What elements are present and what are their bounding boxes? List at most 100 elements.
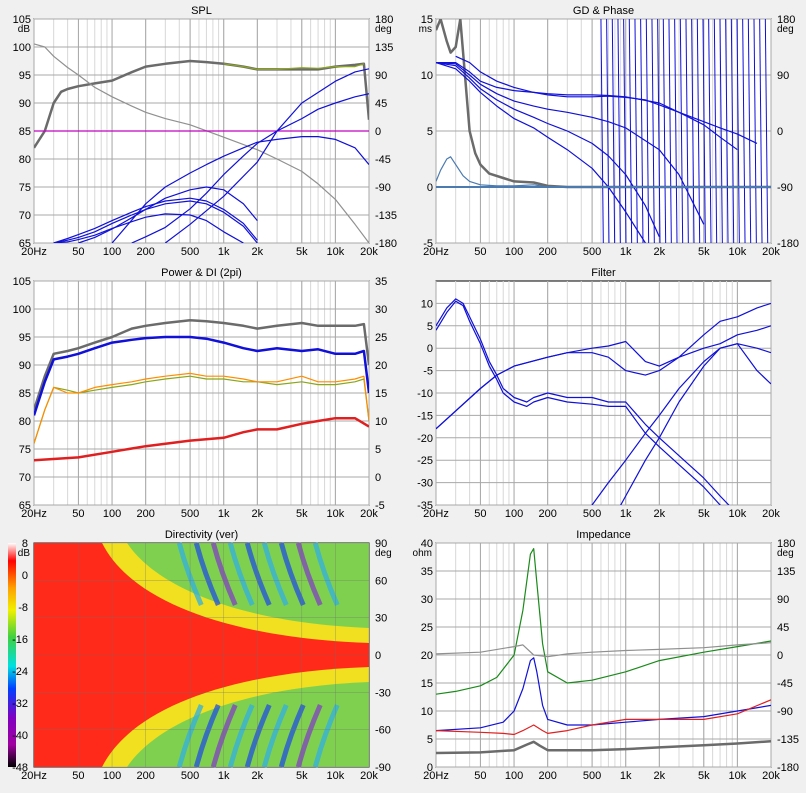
x-tick-label: 100 (505, 770, 523, 782)
y2-tick-label: 135 (777, 566, 795, 578)
series-line-3 (34, 43, 369, 243)
series-line-6 (620, 343, 771, 505)
series-group (436, 19, 771, 243)
phase-wrap-line (753, 19, 757, 243)
x-tick-label: 500 (181, 770, 199, 782)
x-tick-label: 2k (252, 770, 264, 782)
series-line-3 (436, 657, 771, 732)
phase-wrap-line (657, 19, 661, 243)
phase-wrap-line (662, 19, 667, 243)
series-line-1 (436, 547, 771, 695)
y2-tick-label: -5 (375, 500, 385, 512)
y2-tick-label: 30 (375, 304, 387, 316)
y-tick-label: 35 (421, 566, 433, 578)
heatmap-streak (278, 703, 306, 768)
heatmap-streak (261, 703, 289, 768)
y2-tick-label: -60 (375, 725, 391, 737)
heatmap-streak (295, 703, 323, 768)
x-tick-label: 200 (136, 508, 154, 520)
y-tick-label: 70 (19, 210, 31, 222)
y2-unit-label: deg (375, 24, 392, 35)
x-tick-label: 1k (620, 770, 632, 782)
y2-tick-label: 135 (375, 42, 393, 54)
series-line-4 (34, 372, 369, 444)
y-tick-label: 40 (421, 538, 433, 550)
y2-tick-label: -90 (375, 762, 391, 774)
x-tick-label: 500 (181, 508, 199, 520)
y2-tick-label: 0 (375, 650, 381, 662)
y-tick-label: 75 (19, 182, 31, 194)
x-tick-label: 20k (360, 508, 378, 520)
phase-wrap-line (623, 19, 627, 243)
phase-wrap-line (628, 19, 633, 243)
chart-title: Directivity (ver) (165, 529, 238, 541)
x-tick-label: 5k (296, 508, 308, 520)
chart-panel-5: Directivity (ver) 20Hz 50 100 200 500 1k 2k 5k 10… (8, 529, 392, 782)
phase-wrap-line (651, 19, 655, 243)
series-line-4 (436, 699, 771, 736)
phase-wrap-line (691, 19, 695, 243)
y-tick-label: 100 (13, 304, 31, 316)
phase-wrap-line (606, 19, 610, 243)
y-tick-label: 20 (421, 650, 433, 662)
chart-title: GD & Phase (573, 5, 634, 17)
heatmap-streak (227, 542, 255, 607)
x-tick-label: 200 (538, 508, 556, 520)
x-tick-label: 50 (474, 246, 486, 258)
phase-wrap-line (702, 19, 706, 243)
series-line-7 (455, 55, 758, 144)
y-tick-label: 5 (427, 126, 433, 138)
heatmap-streak (312, 703, 340, 768)
y-tick-label: 90 (19, 98, 31, 110)
y2-tick-label: 180 (375, 14, 393, 26)
y2-tick-label: 35 (375, 276, 387, 288)
series-line-2 (436, 300, 722, 505)
y2-tick-label: -30 (375, 687, 391, 699)
x-tick-label: 10k (729, 508, 747, 520)
x-tick-label: 20Hz (21, 770, 47, 782)
y-tick-label: 5 (427, 321, 433, 333)
series-line-2 (34, 335, 369, 416)
heatmap-streak (176, 703, 204, 768)
y-tick-label: -5 (423, 238, 433, 250)
chart-panel-3: Power & DI (2pi)20Hz 50 100 200 500 1k 2k 5k 10k… (13, 267, 388, 520)
y2-tick-label: 0 (777, 650, 783, 662)
y-tick-label: 85 (19, 126, 31, 138)
y2-tick-label: 90 (777, 70, 789, 82)
y2-tick-label: 5 (375, 444, 381, 456)
chart-title: Impedance (576, 529, 630, 541)
y2-tick-label: 60 (375, 575, 387, 587)
y-unit-label: ms (419, 24, 432, 35)
series-line-5 (436, 62, 660, 238)
x-tick-label: 2k (252, 508, 264, 520)
x-tick-label: 5k (698, 508, 710, 520)
y-tick-label: -48 (12, 762, 28, 774)
x-tick-label: 20Hz (423, 508, 449, 520)
y2-tick-label: 90 (777, 594, 789, 606)
y-tick-label: 15 (421, 14, 433, 26)
x-tick-label: 1k (218, 770, 230, 782)
y-unit-label: dB (18, 24, 31, 35)
y-tick-label: 105 (13, 14, 31, 26)
y2-tick-label: 45 (777, 622, 789, 634)
y-tick-label: 0 (22, 570, 28, 582)
y2-tick-label: 90 (375, 538, 387, 550)
y2-tick-label: 90 (375, 70, 387, 82)
y-tick-label: 0 (427, 762, 433, 774)
y2-tick-label: -135 (375, 210, 397, 222)
series-group (34, 43, 369, 243)
series-line-9 (53, 197, 258, 243)
x-tick-label: 200 (136, 246, 154, 258)
y2-tick-label: 20 (375, 360, 387, 372)
y2-unit-label: deg (777, 548, 794, 559)
y-tick-label: 25 (421, 622, 433, 634)
y-tick-label: 5 (427, 734, 433, 746)
series-line-1 (34, 59, 369, 149)
series-line-5 (591, 343, 771, 505)
x-tick-label: 500 (181, 246, 199, 258)
y2-tick-label: 25 (375, 332, 387, 344)
heatmap-streak (176, 542, 204, 607)
x-tick-label: 20Hz (423, 246, 449, 258)
